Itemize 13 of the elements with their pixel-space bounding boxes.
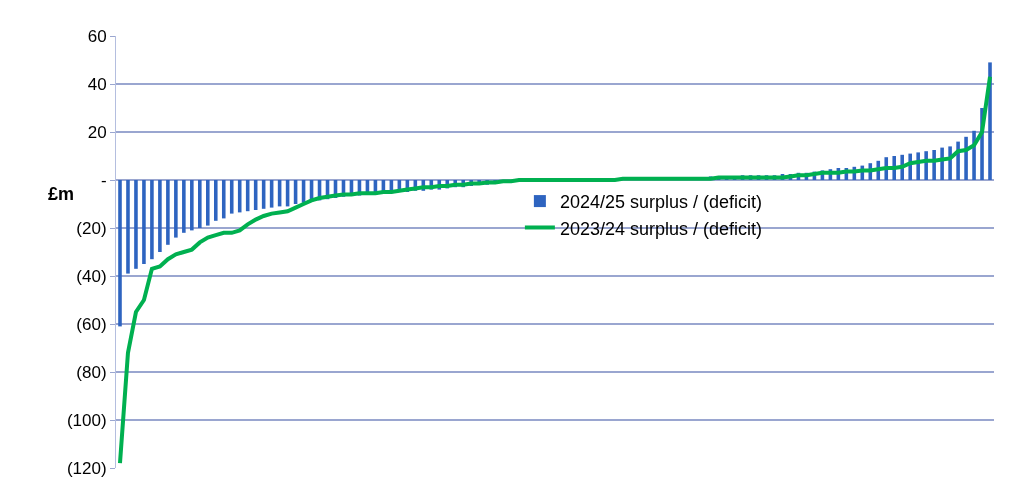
y-tick-label: (100) [66,410,107,430]
y-tick-label: - [100,170,107,190]
legend-label: 2024/25 surplus / (deficit) [559,192,762,213]
y-tick-label: (60) [76,314,107,334]
y-tick-label: (120) [66,458,107,478]
y-tick-label: (40) [76,266,107,286]
y-tick-label: 60 [87,26,107,46]
y-axis-title: £m [48,184,75,204]
y-tick-label: 20 [87,122,107,142]
legend-label: 2023/24 surplus / (deficit) [559,218,762,239]
y-tick-label: (20) [76,218,107,238]
y-tick-label: 40 [87,74,107,94]
y-tick-label: (80) [76,362,107,382]
